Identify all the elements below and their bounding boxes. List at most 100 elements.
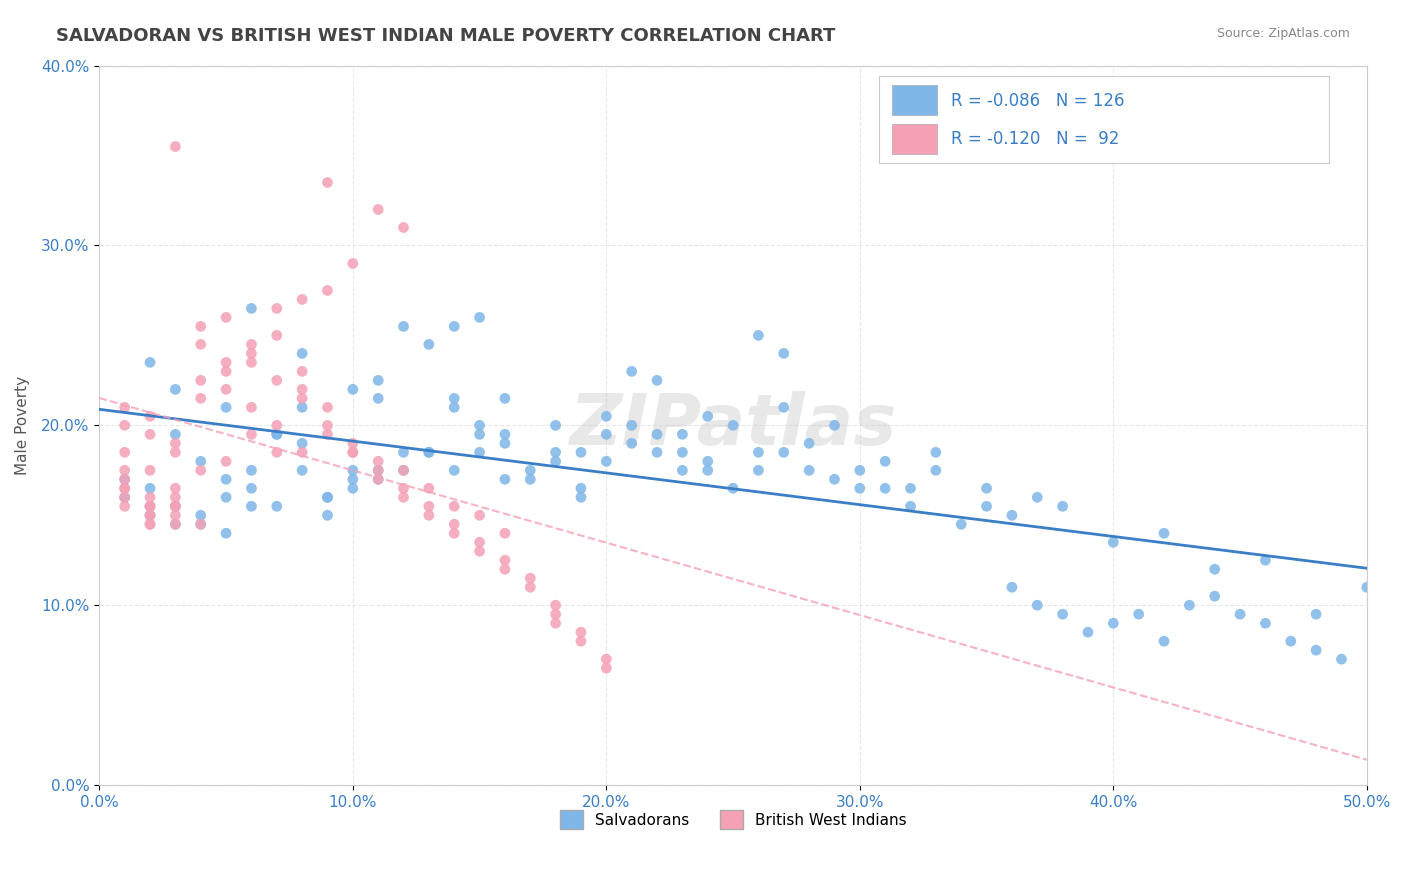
Point	[114, 463, 136, 477]
Point	[165, 500, 187, 514]
Point	[215, 401, 238, 415]
Point	[342, 445, 364, 459]
Point	[443, 500, 465, 514]
Point	[418, 337, 440, 351]
Point	[367, 392, 389, 406]
Point	[544, 418, 567, 433]
Point	[291, 383, 314, 397]
Point	[392, 445, 415, 459]
Point	[316, 176, 339, 190]
Point	[1355, 580, 1378, 594]
Point	[797, 463, 820, 477]
Point	[367, 202, 389, 217]
Point	[696, 454, 718, 468]
Point	[925, 445, 948, 459]
Point	[747, 328, 769, 343]
Point	[139, 508, 162, 523]
Point	[316, 491, 339, 505]
Point	[418, 445, 440, 459]
Point	[165, 508, 187, 523]
Point	[569, 634, 592, 648]
Point	[468, 418, 491, 433]
Point	[569, 481, 592, 495]
Point	[721, 481, 744, 495]
Point	[1102, 616, 1125, 631]
Point	[519, 472, 541, 486]
Point	[139, 481, 162, 495]
Point	[772, 346, 794, 360]
Point	[114, 491, 136, 505]
Point	[291, 346, 314, 360]
Point	[114, 481, 136, 495]
Point	[215, 364, 238, 378]
Point	[392, 463, 415, 477]
Point	[165, 436, 187, 450]
Point	[418, 508, 440, 523]
Point	[139, 355, 162, 369]
Point	[519, 571, 541, 585]
Point	[468, 427, 491, 442]
Point	[595, 661, 617, 675]
Point	[190, 454, 212, 468]
Point	[291, 364, 314, 378]
Point	[1153, 526, 1175, 541]
Point	[291, 392, 314, 406]
Point	[443, 392, 465, 406]
Point	[240, 401, 263, 415]
Point	[240, 427, 263, 442]
Point	[772, 401, 794, 415]
Point	[316, 427, 339, 442]
Point	[342, 256, 364, 270]
Point	[468, 310, 491, 325]
Point	[976, 500, 998, 514]
Point	[671, 463, 693, 477]
Point	[443, 401, 465, 415]
Point	[772, 445, 794, 459]
Point	[316, 401, 339, 415]
Point	[696, 409, 718, 424]
Point	[291, 463, 314, 477]
Point	[266, 373, 288, 387]
Point	[645, 445, 668, 459]
Point	[165, 517, 187, 532]
Point	[240, 346, 263, 360]
Point	[266, 301, 288, 316]
Point	[544, 454, 567, 468]
Point	[620, 364, 643, 378]
Point	[316, 284, 339, 298]
Y-axis label: Male Poverty: Male Poverty	[15, 376, 30, 475]
Point	[443, 463, 465, 477]
Point	[875, 454, 897, 468]
Point	[114, 418, 136, 433]
Point	[1305, 607, 1327, 622]
Point	[1153, 634, 1175, 648]
Point	[240, 301, 263, 316]
Point	[1279, 634, 1302, 648]
Point	[747, 463, 769, 477]
Point	[392, 319, 415, 334]
Text: Source: ZipAtlas.com: Source: ZipAtlas.com	[1216, 27, 1350, 40]
Point	[139, 427, 162, 442]
Point	[190, 319, 212, 334]
Point	[190, 463, 212, 477]
Point	[494, 562, 516, 576]
Point	[367, 373, 389, 387]
Point	[240, 500, 263, 514]
Point	[291, 445, 314, 459]
Point	[342, 481, 364, 495]
Point	[494, 553, 516, 567]
Point	[1128, 607, 1150, 622]
Point	[1178, 598, 1201, 612]
Point	[392, 463, 415, 477]
Point	[849, 463, 872, 477]
Point	[1204, 562, 1226, 576]
Point	[367, 463, 389, 477]
Point	[190, 517, 212, 532]
Point	[165, 481, 187, 495]
Point	[950, 517, 973, 532]
Point	[1001, 580, 1024, 594]
Point	[569, 625, 592, 640]
Point	[443, 517, 465, 532]
Point	[797, 436, 820, 450]
Point	[215, 526, 238, 541]
